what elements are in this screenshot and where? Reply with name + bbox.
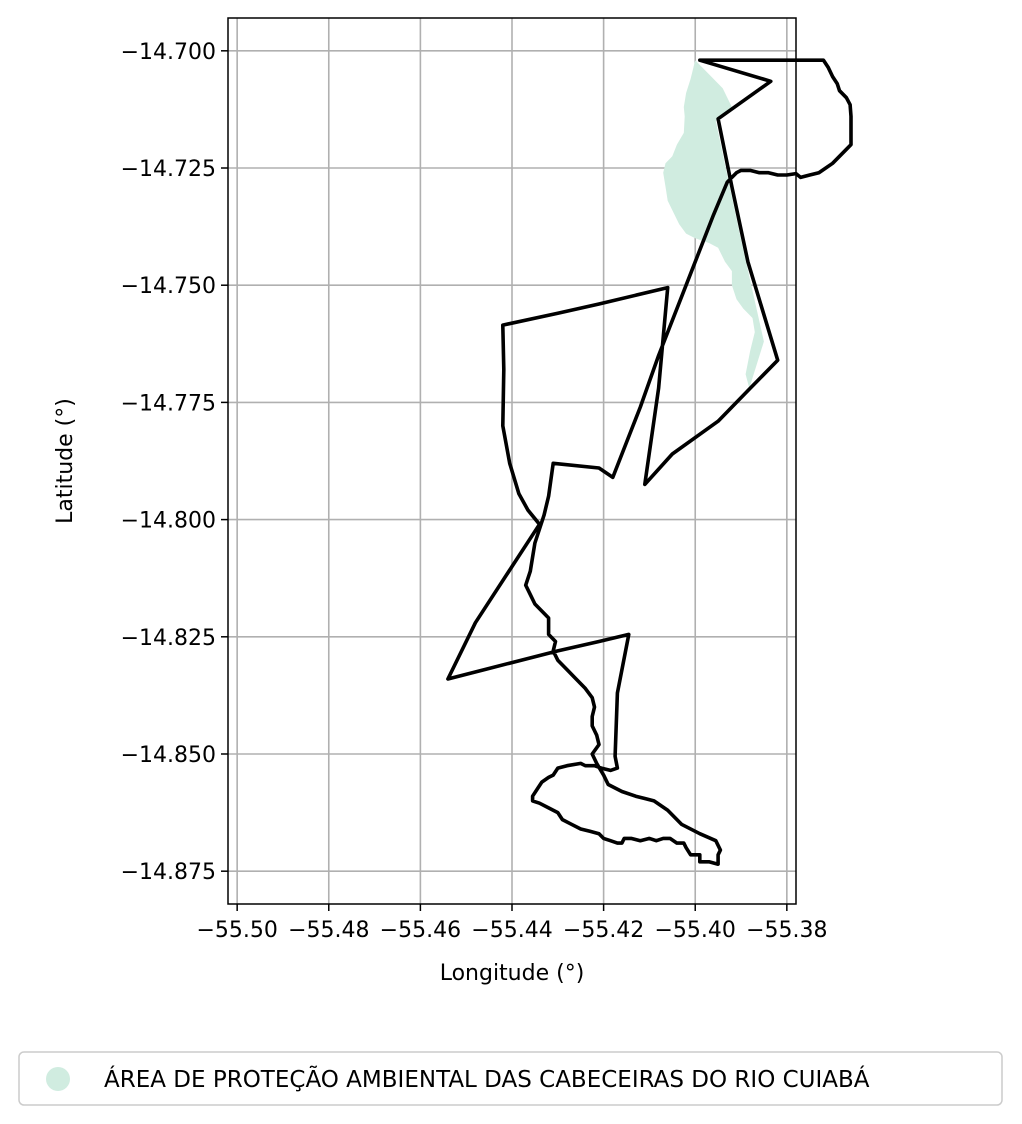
legend-box bbox=[18, 1051, 1003, 1106]
y-tick-label: −14.825 bbox=[121, 626, 216, 651]
y-tick-label: −14.875 bbox=[121, 860, 216, 885]
y-tick-label: −14.850 bbox=[121, 743, 216, 768]
legend: ÁREA DE PROTEÇÃO AMBIENTAL DAS CABECEIRA… bbox=[18, 1051, 1003, 1106]
y-tick-label: −14.800 bbox=[121, 509, 216, 534]
y-axis-ticks: −14.700 −14.725 −14.750 −14.775 −14.800 −14.8… bbox=[121, 40, 228, 885]
x-tick-label: −55.38 bbox=[746, 918, 827, 943]
protected-area-polygon bbox=[663, 60, 764, 389]
x-axis-label: Longitude (°) bbox=[440, 961, 585, 986]
grid bbox=[228, 18, 796, 904]
boundary-layer bbox=[446, 58, 853, 866]
municipality-boundary-line bbox=[446, 58, 853, 866]
x-axis-ticks: −55.50 −55.48 −55.46 −55.44 −55.42 −55.40 −55.… bbox=[196, 904, 828, 943]
legend-label: ÁREA DE PROTEÇÃO AMBIENTAL DAS CABECEIRA… bbox=[104, 1065, 870, 1093]
x-tick-label: −55.46 bbox=[380, 918, 461, 943]
x-tick-label: −55.40 bbox=[655, 918, 736, 943]
y-tick-label: −14.750 bbox=[121, 274, 216, 299]
protected-area-layer bbox=[663, 60, 764, 389]
y-tick-label: −14.725 bbox=[121, 157, 216, 182]
x-tick-label: −55.48 bbox=[288, 918, 369, 943]
y-tick-label: −14.775 bbox=[121, 391, 216, 416]
legend-marker bbox=[46, 1067, 70, 1091]
y-axis-label: Latitude (°) bbox=[53, 398, 78, 524]
x-tick-label: −55.42 bbox=[563, 918, 644, 943]
x-tick-label: −55.50 bbox=[196, 918, 277, 943]
x-tick-label: −55.44 bbox=[471, 918, 552, 943]
y-tick-label: −14.700 bbox=[121, 40, 216, 65]
